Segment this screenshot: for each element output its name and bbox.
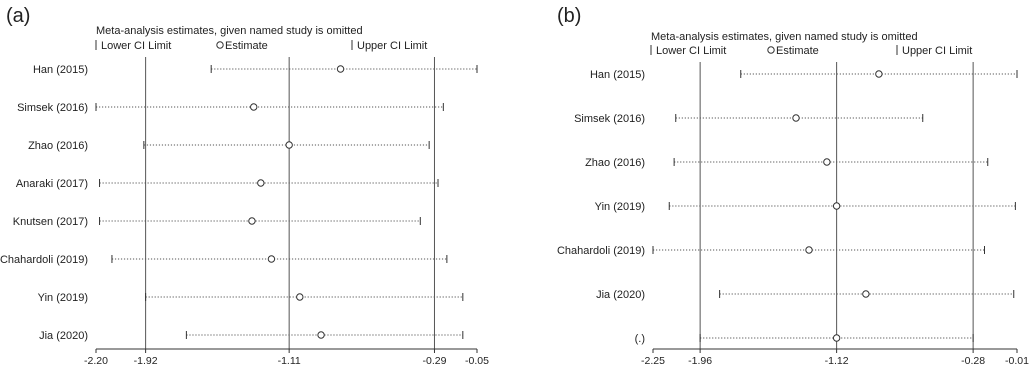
x-tick-label: -0.05 — [465, 355, 489, 367]
legend-estimate-label: Estimate — [225, 40, 268, 52]
study-row: Yin (2019) — [595, 201, 1016, 213]
study-label: Zhao (2016) — [585, 157, 645, 169]
panel-label: (b) — [557, 5, 581, 27]
legend-upper-ci-label: Upper CI Limit — [902, 45, 972, 57]
x-tick-label: -2.25 — [641, 355, 665, 367]
estimate-marker — [296, 293, 304, 301]
study-row: Han (2015) — [590, 69, 1018, 81]
estimate-marker — [792, 114, 800, 122]
estimate-marker — [823, 158, 831, 166]
study-row: Jia (2020) — [596, 289, 1015, 301]
study-label: Knutsen (2017) — [13, 216, 88, 228]
estimate-marker — [832, 202, 841, 210]
forest-plot-panel-a: (a) Meta-analysis estimates, given named … — [0, 5, 489, 367]
legend-estimate-label: Estimate — [776, 45, 819, 57]
legend: Lower CI Limit Estimate Upper CI Limit — [95, 40, 427, 52]
study-label: Chahardoli (2019) — [0, 254, 88, 266]
legend-lower-ci-label: Lower CI Limit — [656, 45, 726, 57]
study-label: Anaraki (2017) — [16, 178, 88, 190]
estimate-marker — [250, 103, 258, 111]
study-row: Jia (2020) — [39, 330, 464, 342]
x-tick-label: -1.92 — [134, 355, 158, 367]
x-tick-label: -1.11 — [278, 355, 301, 367]
estimate-marker — [832, 334, 841, 342]
legend-estimate-marker — [767, 46, 775, 54]
study-row: Chahardoli (2019) — [557, 245, 985, 257]
study-row: Knutsen (2017) — [13, 216, 421, 228]
x-tick-label: -1.96 — [688, 355, 712, 367]
legend-lower-ci-label: Lower CI Limit — [101, 40, 171, 52]
forest-plot-panel-b: (b) Meta-analysis estimates, given named … — [557, 5, 1029, 367]
study-label: Chahardoli (2019) — [557, 245, 645, 257]
study-label: (.) — [635, 333, 645, 345]
study-row: Chahardoli (2019) — [0, 254, 448, 266]
study-row: Yin (2019) — [38, 292, 464, 304]
study-label: Simsek (2016) — [574, 113, 645, 125]
study-row: Simsek (2016) — [17, 102, 444, 114]
study-row: Anaraki (2017) — [16, 178, 439, 190]
study-label: Jia (2020) — [39, 330, 88, 342]
estimate-marker — [875, 70, 883, 78]
study-row: (.) — [635, 333, 974, 345]
legend-estimate-marker — [216, 41, 224, 49]
study-label: Han (2015) — [33, 64, 88, 76]
study-row: Han (2015) — [33, 64, 478, 76]
study-row: Zhao (2016) — [28, 140, 430, 152]
x-tick-label: -1.12 — [825, 355, 849, 367]
panel-label: (a) — [6, 5, 30, 27]
chart-title: Meta-analysis estimates, given named stu… — [651, 31, 918, 43]
estimate-marker — [248, 217, 256, 225]
estimate-marker — [267, 255, 276, 263]
chart-title: Meta-analysis estimates, given named stu… — [96, 25, 363, 37]
study-label: Simsek (2016) — [17, 102, 88, 114]
legend-upper-ci-label: Upper CI Limit — [357, 40, 427, 52]
study-label: Yin (2019) — [595, 201, 645, 213]
study-label: Zhao (2016) — [28, 140, 88, 152]
study-label: Yin (2019) — [38, 292, 88, 304]
estimate-marker — [257, 179, 265, 187]
x-tick-label: -0.29 — [423, 355, 447, 367]
estimate-marker — [336, 65, 345, 73]
x-tick-label: -0.28 — [961, 355, 985, 367]
estimate-marker — [862, 290, 870, 298]
study-label: Han (2015) — [590, 69, 645, 81]
study-row: Simsek (2016) — [574, 113, 924, 125]
estimate-marker — [317, 331, 325, 339]
study-label: Jia (2020) — [596, 289, 645, 301]
legend: Lower CI Limit Estimate Upper CI Limit — [650, 45, 972, 57]
x-tick-label: -2.20 — [84, 355, 108, 367]
estimate-marker — [805, 246, 813, 254]
study-row: Zhao (2016) — [585, 157, 989, 169]
x-tick-label: -0.01 — [1005, 355, 1029, 367]
estimate-marker — [285, 141, 293, 149]
